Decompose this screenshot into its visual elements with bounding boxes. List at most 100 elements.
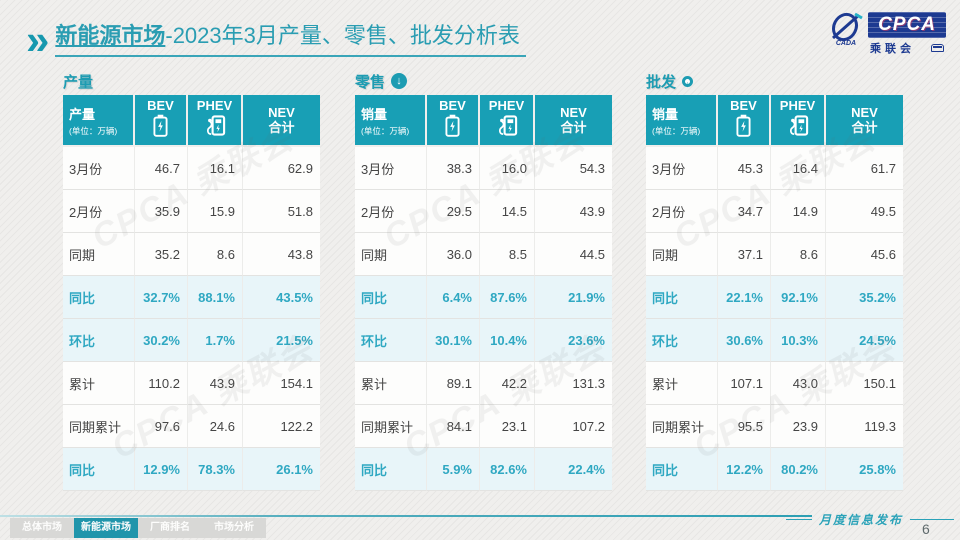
table-row: 2月份 34.7 14.9 49.5 (646, 190, 903, 233)
phev-value: 8.6 (771, 233, 826, 276)
nev-total-value: 44.5 (535, 233, 612, 276)
bev-value: 45.3 (718, 147, 771, 190)
bev-value: 30.2% (135, 319, 188, 362)
cada-label: CADA (835, 40, 857, 47)
nev-column-header: NEV 合计 (826, 95, 903, 147)
row-label: 3月份 (63, 147, 135, 190)
phev-value: 8.6 (188, 233, 243, 276)
phev-value: 15.9 (188, 190, 243, 233)
row-header-cell: 销量 (单位：万辆) (355, 95, 427, 147)
nev-total-value: 122.2 (243, 405, 320, 448)
row-label: 同比 (355, 448, 427, 491)
table-row: 同比 6.4% 87.6% 21.9% (355, 276, 612, 319)
tab-overall-market[interactable]: 总体市场 (22, 522, 62, 533)
table-row: 3月份 46.7 16.1 62.9 (63, 147, 320, 190)
phev-column-header: PHEV (771, 95, 826, 147)
bev-label: BEV (147, 98, 174, 113)
header-row: 销量 (单位：万辆) BEV PHEV (355, 95, 612, 147)
table-row: 同比 12.9% 78.3% 26.1% (63, 448, 320, 491)
header-row: 销量 (单位：万辆) BEV PHEV (646, 95, 903, 147)
phev-value: 8.5 (480, 233, 535, 276)
row-header-unit: (单位：万辆) (361, 125, 410, 136)
phev-value: 23.9 (771, 405, 826, 448)
bev-value: 35.9 (135, 190, 188, 233)
table-row: 累计 110.2 43.9 154.1 (63, 362, 320, 405)
row-label: 环比 (355, 319, 427, 362)
row-header-cell: 销量 (单位：万辆) (646, 95, 718, 147)
phev-value: 42.2 (480, 362, 535, 405)
bev-label: BEV (439, 98, 466, 113)
down-arrow-circle-icon: ↓ (391, 73, 408, 89)
nev-total-label: 合计 (851, 120, 878, 135)
row-label: 3月份 (646, 147, 718, 190)
bev-value: 110.2 (135, 362, 188, 405)
charging-station-icon (789, 115, 808, 136)
row-label: 2月份 (646, 190, 718, 233)
section-title-retail: 零售 (355, 73, 386, 91)
phev-value: 24.6 (188, 405, 243, 448)
phev-column-header: PHEV (188, 95, 243, 147)
title-text: 新能源市场-2023年3月产量、零售、批发分析表 (55, 18, 526, 57)
row-label: 累计 (63, 362, 135, 405)
row-header-unit: (单位：万辆) (69, 125, 118, 136)
row-label: 环比 (646, 319, 718, 362)
bev-value: 35.2 (135, 233, 188, 276)
row-label: 同期累计 (646, 405, 718, 448)
title-rest: -2023年3月产量、零售、批发分析表 (165, 23, 520, 48)
phev-column-header: PHEV (480, 95, 535, 147)
row-label: 同期 (63, 233, 135, 276)
table-row: 累计 107.1 43.0 150.1 (646, 362, 903, 405)
nev-label: NEV (851, 105, 878, 120)
phev-label: PHEV (196, 98, 233, 113)
nev-total-value: 45.6 (826, 233, 903, 276)
wholesale-table: 批发 ↓ 销量 (单位：万辆) BEV (646, 70, 903, 491)
battery-icon (153, 114, 168, 137)
double-chevron-icon: » (26, 16, 49, 63)
row-label: 同期 (646, 233, 718, 276)
nev-total-value: 107.2 (535, 405, 612, 448)
phev-value: 14.9 (771, 190, 826, 233)
publication-label: 月度信息发布 (786, 511, 954, 528)
tab-nev-market[interactable]: 新能源市场 (74, 518, 138, 538)
nev-total-value: 131.3 (535, 362, 612, 405)
bev-value: 30.1% (427, 319, 480, 362)
table-row: 同期累计 97.6 24.6 122.2 (63, 405, 320, 448)
phev-value: 87.6% (480, 276, 535, 319)
phev-value: 80.2% (771, 448, 826, 491)
nev-total-value: 23.6% (535, 319, 612, 362)
row-header-title: 产量 (69, 106, 96, 122)
row-label: 2月份 (355, 190, 427, 233)
phev-value: 78.3% (188, 448, 243, 491)
bev-value: 89.1 (427, 362, 480, 405)
tab-market-analysis[interactable]: 市场分析 (214, 522, 254, 533)
bev-value: 6.4% (427, 276, 480, 319)
phev-value: 82.6% (480, 448, 535, 491)
tab-oem-ranking[interactable]: 厂商排名 (150, 522, 190, 533)
row-label: 同比 (63, 276, 135, 319)
nev-total-value: 25.8% (826, 448, 903, 491)
row-label: 同期累计 (355, 405, 427, 448)
bev-value: 34.7 (718, 190, 771, 233)
charging-station-icon (206, 115, 225, 136)
table-row: 同比 5.9% 82.6% 22.4% (355, 448, 612, 491)
phev-value: 10.3% (771, 319, 826, 362)
nev-label: NEV (560, 105, 587, 120)
row-header-title: 销量 (361, 106, 388, 122)
phev-value: 43.9 (188, 362, 243, 405)
bev-value: 107.1 (718, 362, 771, 405)
row-label: 环比 (63, 319, 135, 362)
nev-total-value: 51.8 (243, 190, 320, 233)
cada-swoosh-icon: CADA (829, 12, 863, 47)
charging-station-icon (498, 115, 517, 136)
table-row: 同期累计 95.5 23.9 119.3 (646, 405, 903, 448)
row-label: 同比 (63, 448, 135, 491)
nev-total-value: 54.3 (535, 147, 612, 190)
bev-value: 5.9% (427, 448, 480, 491)
cpca-logo: CADA CPCA 乘联会 (829, 12, 946, 56)
bev-value: 36.0 (427, 233, 480, 276)
section-title-production: 产量 (63, 73, 94, 91)
car-icon (931, 44, 944, 52)
row-label: 2月份 (63, 190, 135, 233)
table-row: 同比 12.2% 80.2% 25.8% (646, 448, 903, 491)
